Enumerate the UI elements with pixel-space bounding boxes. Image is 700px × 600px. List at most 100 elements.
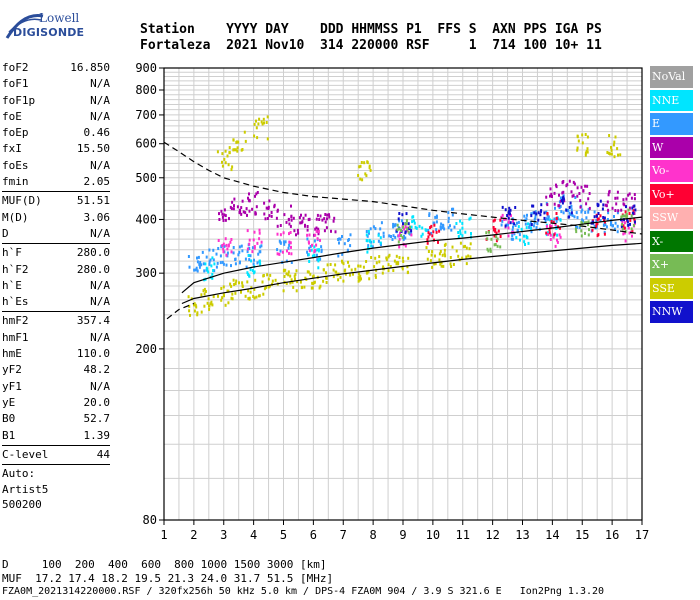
echo-point-sse [381,271,384,275]
echo-point-w [562,190,565,194]
echo-point-sse [187,295,190,299]
echo-point-w [330,229,332,233]
echo-point-vo [230,250,233,254]
echo-point-e [587,208,590,212]
echo-point-sse [426,257,429,261]
param-row: B1 1.39 [2,428,110,444]
param-value: 15.50 [76,142,110,156]
echo-point-sse [584,153,587,157]
echo-point-e [441,226,444,230]
echo-point-w [558,204,561,208]
echo-point-x [580,234,583,238]
echo-point-sse [586,147,589,151]
echo-point-sse [253,296,256,300]
echo-point-e [230,264,232,268]
echo-point-nne [251,269,254,272]
y-tick-label: 300 [135,266,157,280]
echo-point-w [304,213,307,217]
echo-point-e [221,260,224,264]
echo-point-vo [426,241,429,245]
echo-point-vo [306,233,309,237]
echo-point-vo [311,243,313,247]
echo-point-e [248,258,251,262]
echo-point-e [451,213,454,217]
echo-point-e [516,221,518,225]
echo-point-e [200,263,203,267]
echo-point-x [579,223,582,227]
echo-point-e [380,243,382,247]
echo-point-x [621,227,624,231]
echo-point-e [530,230,533,234]
echo-point-sse [337,278,340,282]
echo-point-e [238,245,241,249]
param-label: foF1p [2,93,36,107]
legend-item-vo-: Vo+ [650,183,693,205]
echo-point-x [584,221,586,225]
echo-point-nne [365,233,368,237]
echo-point-e [584,211,587,214]
x-tick-label: 17 [635,528,649,542]
y-tick-label: 700 [135,108,157,122]
echo-point-e [613,215,615,218]
echo-point-vo [289,241,292,245]
echo-point-nne [313,254,316,258]
echo-point-vo [404,244,407,248]
echo-point-nne [421,226,424,230]
echo-point-x [622,214,625,218]
echo-point-sse [407,256,410,260]
echo-point-vo [555,216,558,220]
echo-point-nne [206,268,209,272]
echo-point-nnw [539,213,542,217]
echo-point-sse [234,148,237,152]
echo-point-e [511,234,514,238]
echo-point-nne [212,269,215,272]
echo-point-sse [295,289,298,293]
param-label: yE [2,395,16,409]
echo-point-e [570,204,573,208]
echo-point-e [533,221,536,225]
echo-point-e [232,251,235,255]
echo-point-vo [258,228,261,232]
legend-item-nne: NNE [650,89,693,111]
param-label: foE [2,109,22,123]
echo-point-nne [211,276,214,280]
param-row: foF2 16.850 [2,60,110,76]
echo-point-e [501,219,504,223]
echo-point-x [486,237,489,241]
echo-point-e [511,237,514,241]
echo-point-sse [261,122,264,126]
echo-point-w [265,206,268,210]
echo-point-e [367,244,370,248]
echo-point-vo [596,222,599,226]
echo-point-e [511,228,514,232]
echo-point-w [558,193,560,197]
echo-point-sse [290,278,293,282]
profile-lower [181,242,643,305]
echo-point-nnw [509,208,512,212]
echo-point-nnw [398,212,401,215]
echo-point-e [605,225,608,229]
echo-point-e [599,219,602,223]
echo-point-vo [253,245,256,248]
echo-point-w [300,221,303,225]
echo-point-nnw [567,215,570,219]
echo-point-e [198,265,201,269]
echo-point-w [627,193,630,197]
echo-point-e [553,217,556,221]
echo-point-nnw [404,231,407,235]
echo-point-sse [293,274,296,278]
echo-point-sse [313,280,316,284]
echo-point-w [290,214,293,218]
param-row: h`E N/A [2,278,110,294]
echo-point-sse [342,279,345,283]
echo-point-nne [246,271,249,275]
echo-point-nnw [597,212,600,215]
echo-point-vo [493,218,496,222]
echo-point-nnw [626,218,629,222]
echo-point-nnw [634,220,636,224]
echo-point-w [616,190,619,194]
echo-point-w [545,195,548,199]
echo-point-nne [459,229,462,233]
echo-point-nnw [504,224,507,228]
echo-point-w [240,212,243,216]
